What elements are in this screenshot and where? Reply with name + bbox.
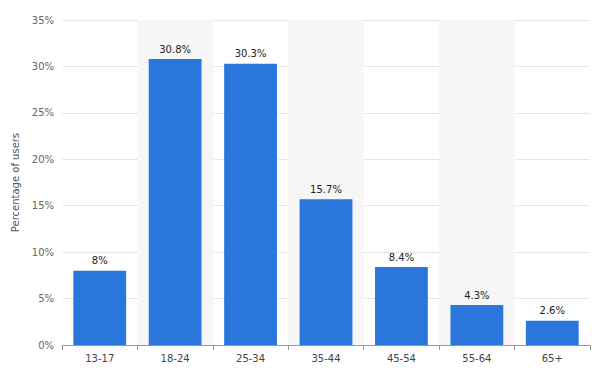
svg-text:15.7%: 15.7% — [310, 184, 342, 195]
svg-text:65+: 65+ — [542, 353, 563, 364]
svg-text:45-54: 45-54 — [387, 353, 416, 364]
svg-text:30.3%: 30.3% — [235, 48, 267, 59]
svg-text:35%: 35% — [32, 15, 54, 26]
svg-text:Percentage of users: Percentage of users — [10, 133, 21, 232]
svg-text:55-64: 55-64 — [462, 353, 491, 364]
svg-text:8%: 8% — [92, 255, 108, 266]
svg-text:13-17: 13-17 — [85, 353, 114, 364]
svg-text:4.3%: 4.3% — [464, 290, 489, 301]
svg-text:5%: 5% — [38, 293, 54, 304]
svg-text:2.6%: 2.6% — [540, 305, 565, 316]
svg-text:15%: 15% — [32, 200, 54, 211]
svg-text:30%: 30% — [32, 61, 54, 72]
svg-text:25%: 25% — [32, 107, 54, 118]
svg-text:0%: 0% — [38, 340, 54, 351]
svg-text:20%: 20% — [32, 154, 54, 165]
svg-text:35-44: 35-44 — [311, 353, 340, 364]
svg-text:10%: 10% — [32, 247, 54, 258]
svg-text:18-24: 18-24 — [161, 353, 190, 364]
svg-text:30.8%: 30.8% — [159, 44, 191, 55]
svg-text:25-34: 25-34 — [236, 353, 265, 364]
svg-text:8.4%: 8.4% — [389, 252, 414, 263]
